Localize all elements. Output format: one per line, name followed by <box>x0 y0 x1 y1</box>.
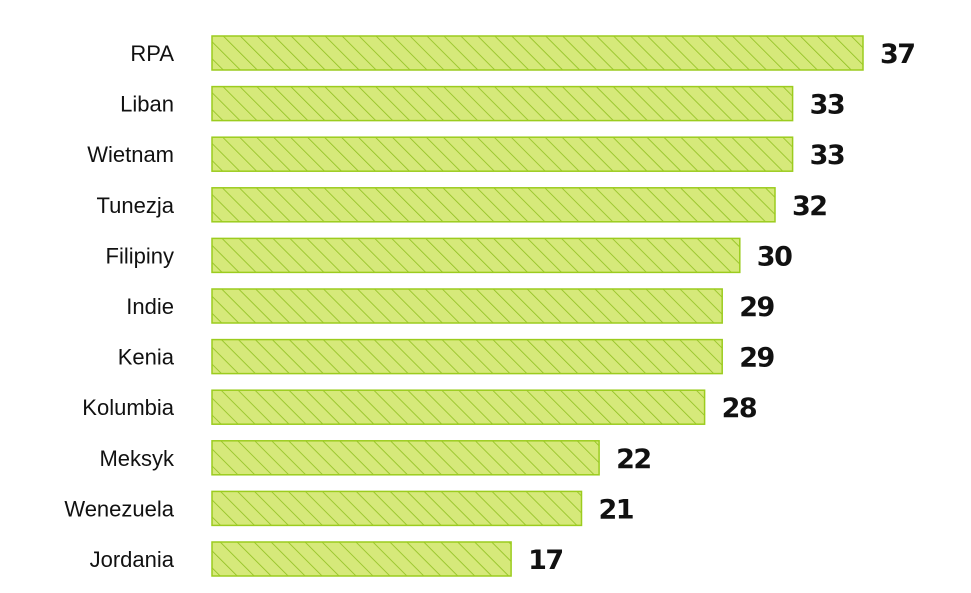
value-label: 37 <box>880 39 915 70</box>
category-label: Wietnam <box>87 142 174 167</box>
bar-tunezja <box>211 187 776 223</box>
value-label: 21 <box>599 494 634 525</box>
category-label: Tunezja <box>97 193 175 218</box>
category-label: Meksyk <box>99 446 175 471</box>
bar-liban <box>211 85 794 122</box>
bar-rpa <box>211 35 864 71</box>
value-label: 29 <box>739 343 774 374</box>
value-label: 30 <box>757 241 792 272</box>
category-label: Liban <box>120 92 174 117</box>
bar-meksyk <box>211 440 600 476</box>
bar-wenezuela <box>211 490 583 527</box>
category-label: Wenezuela <box>64 496 174 521</box>
bar-filipiny <box>211 237 741 274</box>
value-label: 28 <box>722 393 757 424</box>
bar-kolumbia <box>211 389 706 425</box>
bar-wietnam <box>211 136 794 172</box>
category-label: Jordania <box>90 547 175 572</box>
category-label: Indie <box>126 294 174 319</box>
bar-indie <box>211 288 723 324</box>
value-label: 22 <box>616 444 651 475</box>
bar-jordania <box>211 541 512 577</box>
value-label: 33 <box>810 140 845 171</box>
category-label: RPA <box>130 41 174 66</box>
value-label: 29 <box>739 292 774 323</box>
category-label: Filipiny <box>106 243 174 268</box>
labels-group: RPA 37 Liban 33 Wietnam 33 Tunezja 32 Filipiny 30… <box>64 39 916 576</box>
value-label: 33 <box>810 90 845 121</box>
bars-group <box>211 35 864 577</box>
value-label: 17 <box>528 545 563 576</box>
category-label: Kenia <box>118 345 175 370</box>
category-label: Kolumbia <box>82 395 174 420</box>
value-label: 32 <box>792 191 827 222</box>
bar-kenia <box>211 338 723 375</box>
